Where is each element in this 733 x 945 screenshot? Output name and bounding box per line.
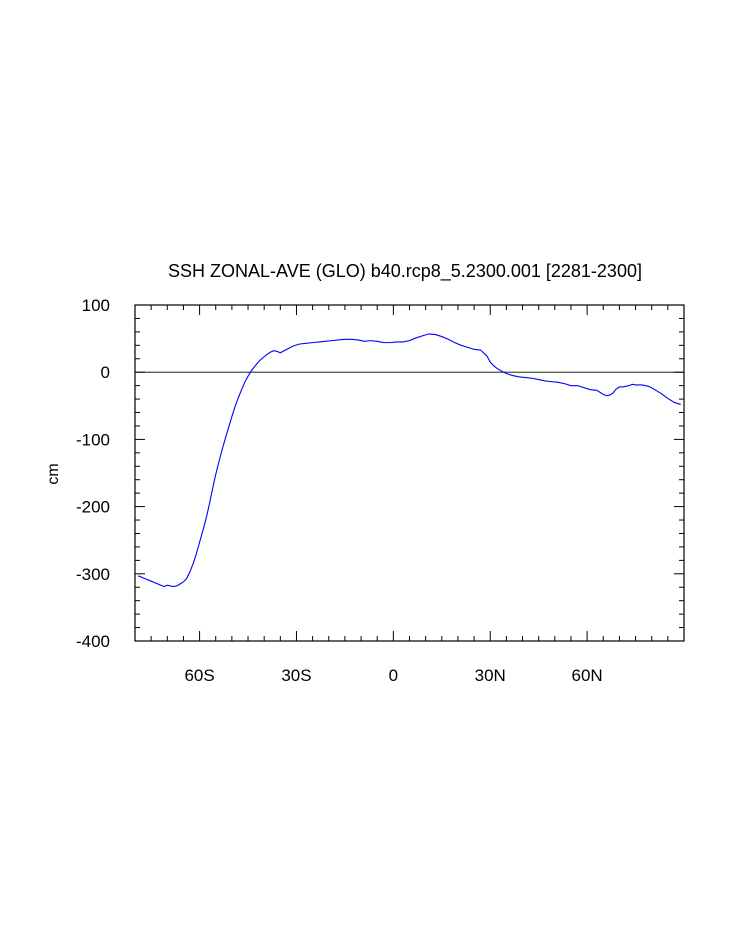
y-tick-label: -400 bbox=[76, 632, 110, 651]
x-tick-label: 60N bbox=[572, 666, 603, 685]
plot-frame bbox=[134, 304, 685, 642]
ssh-series-line bbox=[138, 333, 681, 588]
x-tick-label: 30N bbox=[475, 666, 506, 685]
x-axis-ticks: 60S 30S 0 30N 60N bbox=[150, 305, 669, 685]
chart-title: SSH ZONAL-AVE (GLO) b40.rcp8_5.2300.001 … bbox=[168, 261, 642, 282]
y-axis-label: cm bbox=[45, 463, 62, 484]
y-tick-label: -200 bbox=[76, 498, 110, 517]
x-tick-label: 60S bbox=[184, 666, 214, 685]
y-tick-label: -300 bbox=[76, 565, 110, 584]
y-tick-label: -100 bbox=[76, 430, 110, 449]
x-tick-label: 0 bbox=[389, 666, 398, 685]
x-tick-label: 30S bbox=[281, 666, 311, 685]
y-tick-label: 0 bbox=[101, 363, 110, 382]
y-tick-label: 100 bbox=[82, 296, 110, 315]
plot-area bbox=[134, 304, 685, 642]
y-axis-ticks: 100 0 -100 -200 -300 -400 bbox=[76, 296, 684, 651]
